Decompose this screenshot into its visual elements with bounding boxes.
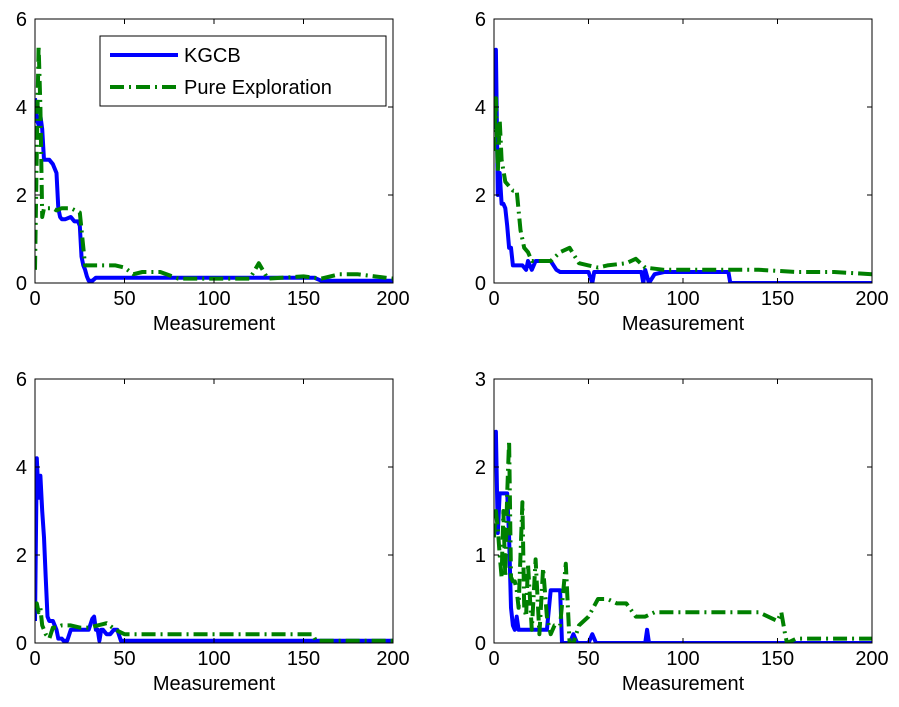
x-tick-label: 0 (488, 288, 499, 310)
y-tick-label: 6 (16, 9, 27, 31)
x-tick-label: 0 (488, 648, 499, 670)
y-tick-label: 4 (475, 97, 486, 119)
x-tick-label: 100 (197, 648, 230, 670)
x-tick-label: 50 (577, 288, 599, 310)
legend-label-kgcb: KGCB (184, 45, 241, 67)
series-line-kgcb (35, 98, 393, 283)
x-tick-label: 0 (29, 648, 40, 670)
plot-frame (34, 378, 394, 644)
x-tick-label: 150 (761, 648, 794, 670)
x-axis-label: Measurement (622, 673, 745, 695)
panel-bottom-left: 0 50 100 150 200 0 2 4 6 Measurement (16, 369, 410, 695)
series-line-pure-exploration (35, 601, 393, 643)
series-line-kgcb (494, 47, 872, 283)
y-tick-label: 0 (16, 273, 27, 295)
x-tick-label: 50 (113, 288, 135, 310)
legend-label-pure-exploration: Pure Exploration (184, 77, 332, 99)
y-tick-label: 1 (475, 545, 486, 567)
y-tick-label: 0 (475, 273, 486, 295)
x-tick-label: 150 (287, 288, 320, 310)
y-tick-label: 2 (16, 185, 27, 207)
series-line-pure-exploration (35, 43, 393, 281)
x-tick-label: 200 (855, 648, 888, 670)
x-tick-label: 200 (376, 648, 409, 670)
x-tick-label: 100 (197, 288, 230, 310)
y-tick-label: 4 (16, 97, 27, 119)
x-tick-label: 200 (376, 288, 409, 310)
y-tick-label: 2 (475, 185, 486, 207)
x-tick-label: 0 (29, 288, 40, 310)
y-tick-label: 6 (16, 369, 27, 391)
x-axis-label: Measurement (153, 313, 276, 335)
y-tick-label: 3 (475, 369, 486, 391)
y-tick-label: 6 (475, 9, 486, 31)
x-tick-label: 150 (287, 648, 320, 670)
y-tick-label: 0 (16, 633, 27, 655)
panel-bottom-right: 0 50 100 150 200 0 1 2 3 Measurement (475, 369, 889, 695)
x-tick-label: 150 (761, 288, 794, 310)
plot-frame (493, 18, 873, 284)
y-tick-label: 4 (16, 457, 27, 479)
series-line-pure-exploration (494, 438, 872, 643)
legend-box (99, 35, 387, 107)
series-line-kgcb (35, 456, 393, 643)
x-tick-label: 50 (577, 648, 599, 670)
x-tick-label: 100 (666, 288, 699, 310)
y-tick-label: 2 (475, 457, 486, 479)
x-axis-label: Measurement (622, 313, 745, 335)
panel-top-left: 0 50 100 150 200 0 2 4 6 Measurement (16, 9, 410, 335)
y-tick-label: 0 (475, 633, 486, 655)
series-line-kgcb (494, 429, 872, 643)
panel-top-right: 0 50 100 150 200 0 2 4 6 Measurement (475, 9, 889, 335)
x-tick-label: 200 (855, 288, 888, 310)
legend: KGCB Pure Exploration (99, 35, 387, 107)
x-tick-label: 100 (666, 648, 699, 670)
y-tick-label: 2 (16, 545, 27, 567)
x-tick-label: 50 (113, 648, 135, 670)
x-axis-label: Measurement (153, 673, 276, 695)
series-line-pure-exploration (494, 96, 872, 277)
